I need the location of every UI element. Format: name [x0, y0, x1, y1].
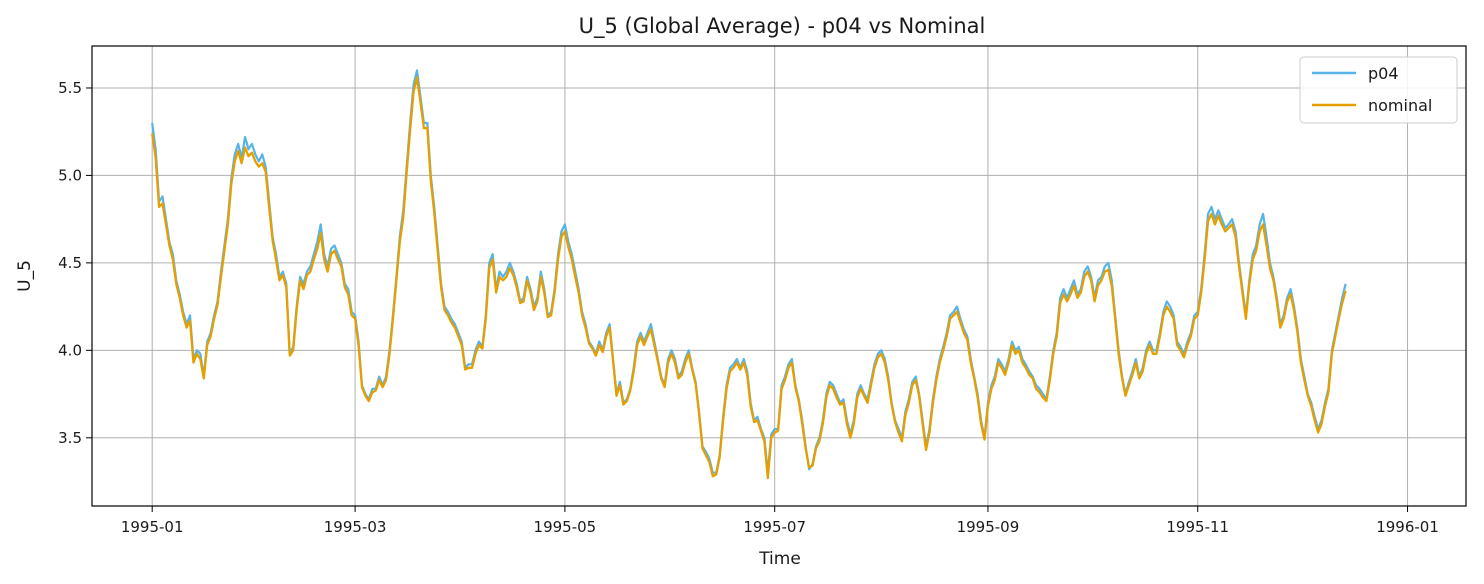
x-tick-label: 1995-11 — [1166, 518, 1229, 536]
y-tick-label: 5.0 — [58, 166, 82, 184]
legend: p04 nominal — [1299, 56, 1458, 124]
legend-label-nominal: nominal — [1368, 96, 1432, 115]
grid — [92, 46, 1466, 506]
y-tick-label: 3.5 — [58, 429, 82, 447]
series-line-nominal — [151, 76, 1347, 480]
x-tick-label: 1995-05 — [534, 518, 597, 536]
y-tick-label: 5.5 — [58, 79, 82, 97]
x-tick-label: 1995-01 — [121, 518, 184, 536]
y-axis: 3.5 4.0 4.5 5.0 5.5 — [58, 79, 92, 447]
x-tick-label: 1996-01 — [1376, 518, 1439, 536]
chart-title: U_5 (Global Average) - p04 vs Nominal — [579, 14, 986, 39]
legend-label-p04: p04 — [1368, 64, 1399, 83]
x-tick-label: 1995-09 — [957, 518, 1020, 536]
y-axis-label: U_5 — [15, 260, 35, 292]
x-axis-label: Time — [758, 549, 801, 569]
x-axis: 1995-01 1995-03 1995-05 1995-07 1995-09 1995-… — [121, 506, 1439, 536]
x-tick-label: 1995-07 — [743, 518, 806, 536]
plot-frame — [91, 45, 1467, 507]
y-tick-label: 4.5 — [58, 254, 82, 272]
series-layer — [151, 69, 1347, 480]
y-tick-label: 4.0 — [58, 341, 82, 359]
x-tick-label: 1995-03 — [324, 518, 387, 536]
